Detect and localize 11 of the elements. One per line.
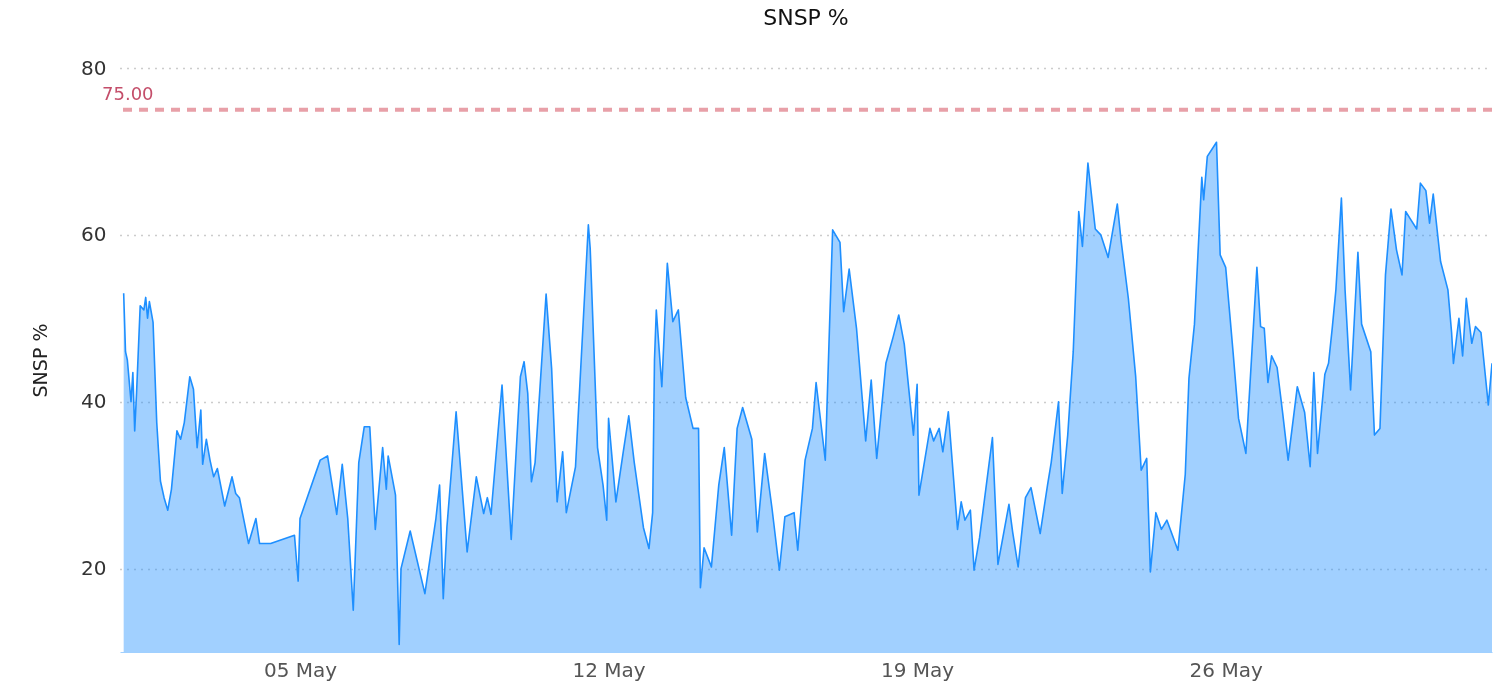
y-tick-label: 60: [81, 222, 107, 247]
ref-line-label: 75.00: [102, 82, 154, 104]
y-tick-label: 40: [81, 389, 107, 414]
x-tick-label: 12 May: [572, 657, 646, 682]
x-tick-label: 05 May: [263, 657, 338, 682]
y-tick-label: 20: [81, 556, 107, 581]
x-tick-label: 26 May: [1189, 657, 1263, 682]
y-tick-label: 80: [81, 55, 107, 80]
chart-title: SNSP %: [763, 5, 849, 30]
y-axis-title: SNSP %: [29, 323, 52, 398]
x-tick-label: 19 May: [881, 657, 955, 682]
